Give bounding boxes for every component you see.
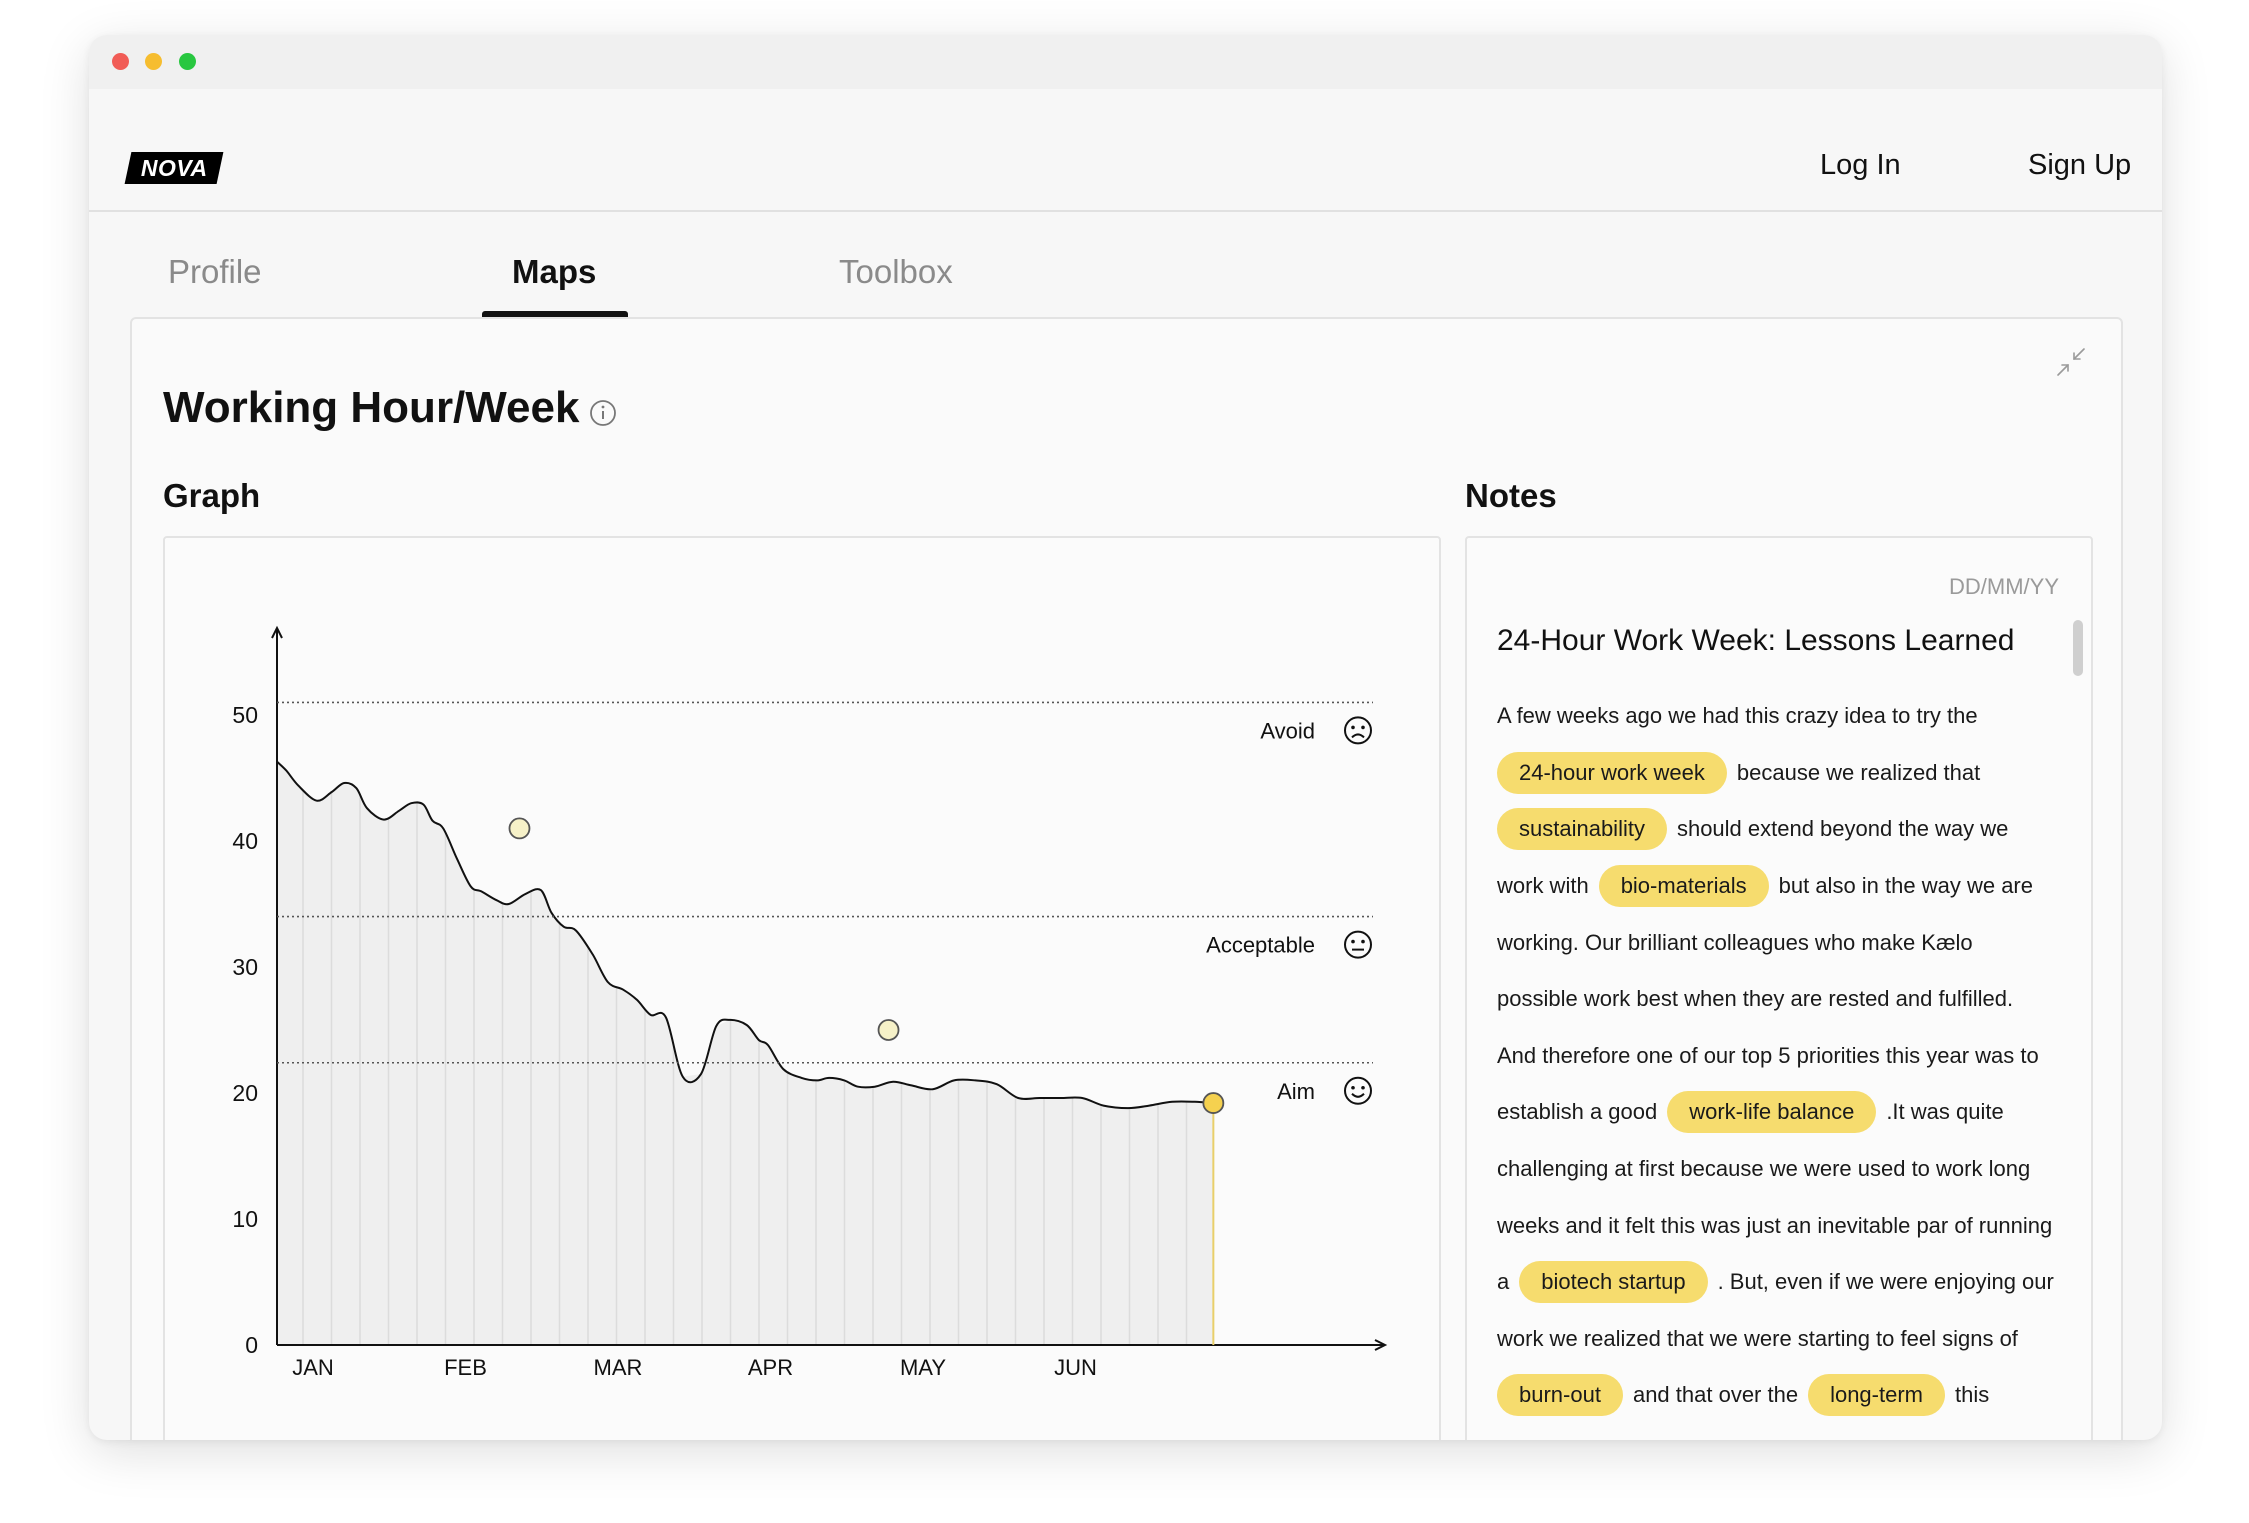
- keyword-tag[interactable]: 24-hour work week: [1497, 751, 1727, 794]
- note-text: possible work best when they are rested …: [1497, 986, 2014, 1012]
- x-tick-label: MAY: [900, 1355, 946, 1380]
- smile-face-icon: [1344, 1076, 1372, 1105]
- note-line: establish a good work-life balance .It was…: [1497, 1084, 2077, 1141]
- note-text: but also in the way we are: [1778, 873, 2033, 899]
- face-part: [1344, 1076, 1372, 1105]
- notes-scrollbar[interactable]: [2073, 620, 2083, 676]
- face-part: [1351, 1085, 1355, 1090]
- info-icon[interactable]: [589, 399, 617, 427]
- chart-area-fill: [277, 761, 1214, 1345]
- note-line: possible work best when they are rested …: [1497, 971, 2077, 1028]
- note-text: A few weeks ago we had this crazy idea t…: [1497, 703, 1978, 729]
- close-window-icon[interactable]: [112, 53, 129, 70]
- collapse-icon[interactable]: [2056, 347, 2086, 377]
- threshold-label: Avoid: [1260, 718, 1315, 743]
- note-text: establish a good: [1497, 1099, 1658, 1125]
- note-line: burn-out and that over the long-term this: [1497, 1367, 2077, 1424]
- y-tick-label: 20: [232, 1080, 258, 1106]
- browser-window: NOVA Log In Sign Up Profile Maps Toolbox…: [89, 35, 2162, 1440]
- note-text: and that over the: [1632, 1382, 1799, 1408]
- keyword-tag[interactable]: long-term: [1808, 1374, 1945, 1417]
- note-text: because we realized that: [1736, 759, 1981, 785]
- y-tick-label: 50: [232, 702, 258, 728]
- x-tick-label: FEB: [444, 1355, 487, 1380]
- note-text: .It was quite: [1886, 1099, 2004, 1125]
- active-tab-indicator: [482, 311, 628, 317]
- notes-section-title: Notes: [1465, 477, 1557, 514]
- window-titlebar: [89, 35, 2162, 89]
- note-line: weeks and it felt this was just an inevi…: [1497, 1197, 2077, 1254]
- face-part: [1351, 725, 1355, 730]
- note-line: work with bio-materials but also in the wa…: [1497, 858, 2077, 915]
- nova-logo[interactable]: NOVA: [124, 152, 224, 184]
- keyword-tag[interactable]: sustainability: [1497, 808, 1667, 851]
- keyword-tag[interactable]: burn-out: [1497, 1374, 1623, 1417]
- note-text: . But, even if we were enjoying our: [1717, 1269, 2054, 1295]
- tab-maps[interactable]: Maps: [512, 253, 597, 290]
- note-line: challenging at first because we were use…: [1497, 1141, 2077, 1198]
- face-part: [1351, 939, 1355, 944]
- x-tick-label: APR: [748, 1355, 793, 1380]
- note-text: And therefore one of our top 5 prioritie…: [1497, 1042, 2039, 1068]
- face-part: [1344, 716, 1372, 745]
- face-part: [1361, 725, 1365, 730]
- keyword-tag[interactable]: work-life balance: [1667, 1091, 1877, 1134]
- tab-toolbox[interactable]: Toolbox: [839, 253, 953, 290]
- note-line: sustainability should extend beyond the w…: [1497, 801, 2077, 858]
- neutral-face-icon: [1344, 930, 1372, 959]
- y-tick-label: 0: [245, 1332, 258, 1358]
- face-part: [1361, 939, 1365, 944]
- notes-date[interactable]: DD/MM/YY: [1949, 574, 2059, 599]
- current-data-point[interactable]: [1202, 1092, 1225, 1114]
- face-part: [1344, 930, 1372, 959]
- working-hours-chart: Avoid Acceptable Aim 0 10 20 30 40 50 JAN FEB MAR AP…: [232, 625, 1388, 1380]
- graph-section-title: Graph: [163, 477, 261, 514]
- chart-series-line: [276, 760, 1214, 1110]
- x-axis-arrow: [1374, 1339, 1388, 1351]
- logo-text: NOVA: [140, 154, 208, 181]
- face-part: [1361, 1085, 1365, 1090]
- note-heading: 24-Hour Work Week: Lessons Learned: [1497, 624, 2015, 657]
- note-text: this: [1955, 1382, 1990, 1408]
- threshold-label: Aim: [1277, 1079, 1315, 1104]
- note-text: challenging at first because we were use…: [1497, 1156, 2031, 1182]
- page-title: Working Hour/Week: [163, 383, 580, 432]
- note-line: work we realized that we were starting t…: [1497, 1311, 2077, 1368]
- graph-panel: Avoid Acceptable Aim 0 10 20 30 40 50 JAN FEB MAR AP…: [163, 536, 1441, 1440]
- minimize-window-icon[interactable]: [145, 53, 162, 70]
- face-part: [1351, 733, 1365, 739]
- keyword-tag[interactable]: bio-materials: [1598, 865, 1769, 908]
- data-point-marker[interactable]: [877, 1019, 900, 1041]
- login-link[interactable]: Log In: [1820, 149, 1901, 181]
- threshold-label: Acceptable: [1206, 933, 1315, 958]
- note-text: work with: [1497, 873, 1589, 899]
- tab-profile[interactable]: Profile: [168, 253, 262, 290]
- y-tick-label: 10: [232, 1206, 258, 1232]
- sad-face-icon: [1344, 716, 1372, 745]
- note-text: should extend beyond the way we: [1676, 816, 2009, 842]
- note-text: weeks and it felt this was just an inevi…: [1497, 1212, 2053, 1238]
- data-point-marker[interactable]: [508, 817, 531, 840]
- note-line: 24-hour work week because we realized tha…: [1497, 745, 2077, 802]
- note-text: work we realized that we were starting t…: [1497, 1325, 2018, 1351]
- x-tick-label: JAN: [292, 1355, 334, 1380]
- top-navbar: NOVA Log In Sign Up: [89, 89, 2162, 212]
- note-body: A few weeks ago we had this crazy idea t…: [1497, 688, 2077, 1424]
- y-tick-label: 30: [232, 954, 258, 980]
- note-text: working. Our brilliant colleagues who ma…: [1497, 929, 1973, 955]
- y-tick-label: 40: [232, 828, 258, 854]
- note-line: And therefore one of our top 5 prioritie…: [1497, 1028, 2077, 1085]
- maximize-window-icon[interactable]: [179, 53, 196, 70]
- notes-panel: DD/MM/YY 24-Hour Work Week: Lessons Lear…: [1465, 536, 2093, 1440]
- keyword-tag[interactable]: biotech startup: [1519, 1261, 1708, 1304]
- face-part: [1351, 1093, 1365, 1098]
- note-line: a biotech startup . But, even if we were e…: [1497, 1254, 2077, 1311]
- note-line: A few weeks ago we had this crazy idea t…: [1497, 688, 2077, 745]
- signup-link[interactable]: Sign Up: [2028, 149, 2132, 181]
- note-line: working. Our brilliant colleagues who ma…: [1497, 914, 2077, 971]
- y-axis-arrow: [271, 625, 283, 639]
- x-tick-label: JUN: [1054, 1355, 1097, 1380]
- note-text: a: [1497, 1269, 1510, 1295]
- x-tick-label: MAR: [594, 1355, 643, 1380]
